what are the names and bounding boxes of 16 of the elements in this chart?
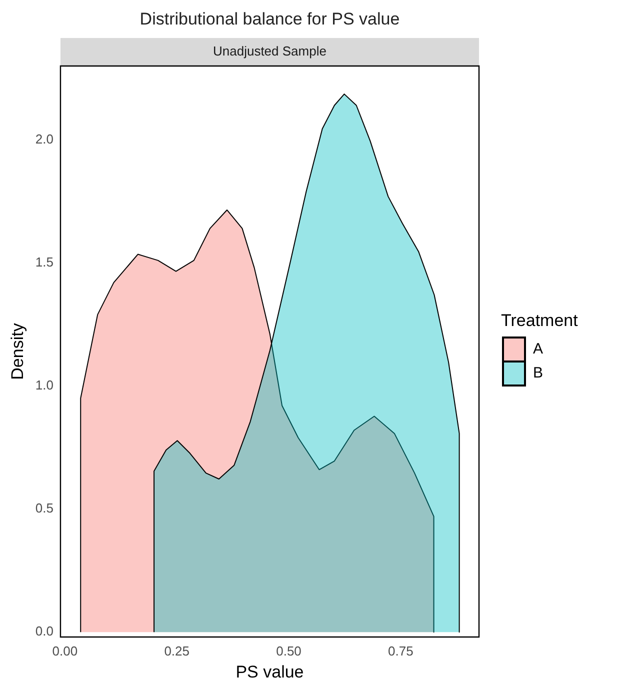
y-tick-label: 1.0 [35,378,54,393]
x-tick-label: 0.50 [276,643,302,658]
x-tick-label: 0.00 [52,643,78,658]
y-tick-label: 0.5 [35,500,54,516]
x-axis-title: PS value [236,662,304,682]
y-tick-label: 1.5 [35,254,54,270]
y-axis-title: Density [8,322,27,380]
chart-title: Distributional balance for PS value [140,10,400,29]
legend-title: Treatment [501,311,578,330]
y-tick-label: 0.0 [35,624,54,639]
legend-label: B [533,364,544,382]
x-tick-label: 0.25 [164,643,190,658]
chart-subtitle: Unadjusted Sample [213,44,326,59]
x-tick-label: 0.75 [388,643,414,658]
legend-label: A [533,340,544,358]
y-tick-label: 2.0 [35,131,54,146]
